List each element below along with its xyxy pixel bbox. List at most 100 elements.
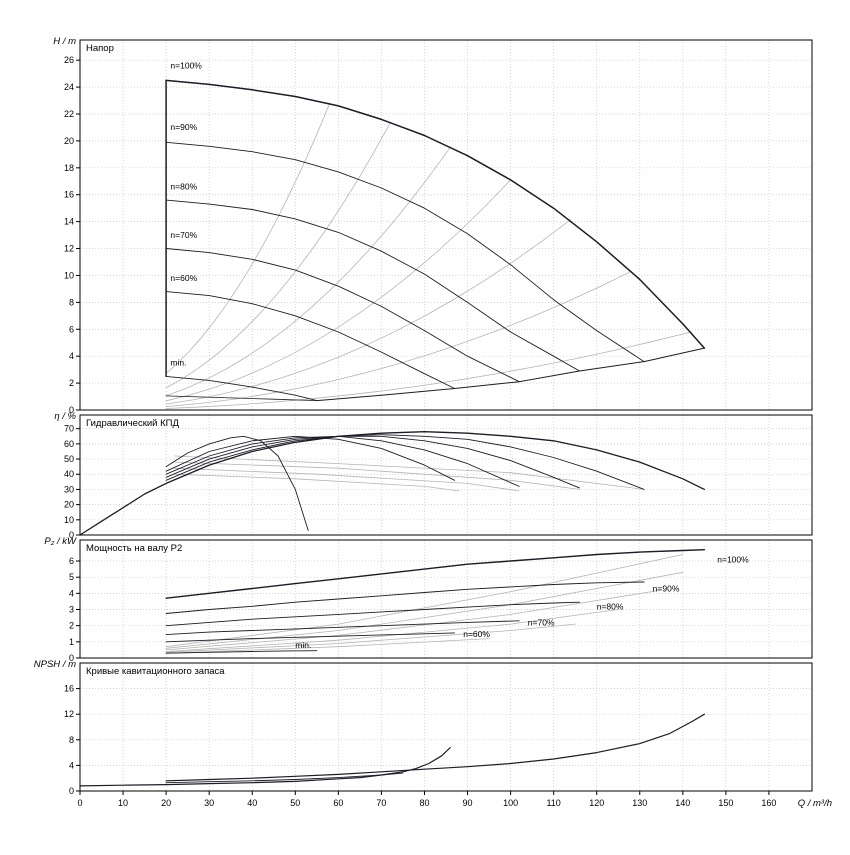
speed-label: n=100% <box>717 555 749 565</box>
x-tick-label: 10 <box>118 798 128 808</box>
y-tick-label: 60 <box>64 439 74 449</box>
y-tick-label: 5 <box>69 572 74 582</box>
y-axis-label: H / m <box>53 36 76 47</box>
curve <box>165 435 520 487</box>
curve <box>165 435 309 531</box>
y-tick-label: 12 <box>64 709 74 719</box>
x-tick-label: 120 <box>589 798 604 808</box>
y-axis-label: NPSH / m <box>34 659 76 670</box>
curve <box>165 609 619 652</box>
speed-label: n=100% <box>170 60 202 70</box>
y-tick-label: 26 <box>64 55 74 65</box>
curve <box>174 473 460 492</box>
y-tick-label: 2 <box>69 621 74 631</box>
y-tick-label: 4 <box>69 588 74 598</box>
curve <box>165 395 318 402</box>
y-tick-label: 8 <box>69 735 74 745</box>
curve <box>165 571 684 649</box>
y-tick-label: 0 <box>69 653 74 663</box>
x-tick-label: 30 <box>204 798 214 808</box>
curve <box>79 746 451 787</box>
panel-border <box>79 39 813 411</box>
panel-border <box>79 662 813 792</box>
x-tick-label: 160 <box>761 798 776 808</box>
speed-label: n=60% <box>170 273 197 283</box>
y-tick-label: 2 <box>69 378 74 388</box>
y-tick-label: 30 <box>64 484 74 494</box>
y-tick-label: 10 <box>64 270 74 280</box>
panel-title: Напор <box>86 43 114 54</box>
curve <box>165 620 520 636</box>
curve <box>165 199 580 372</box>
curve <box>174 461 580 490</box>
speed-label: n=80% <box>170 181 197 191</box>
curve <box>165 772 404 784</box>
curve <box>79 431 706 536</box>
curve <box>165 146 451 397</box>
curve <box>165 623 576 653</box>
panel-border <box>79 539 813 659</box>
y-tick-label: 24 <box>64 82 74 92</box>
panel-title: Мощность на валу P2 <box>86 543 182 554</box>
panel-npsh: 0 4 8 12 16 NPSH / m Кривые кавитационного зап… <box>34 659 813 796</box>
panel-title: Гидравлический КПД <box>86 418 179 429</box>
y-tick-label: 40 <box>64 469 74 479</box>
y-tick-label: 0 <box>69 786 74 796</box>
x-tick-label: 40 <box>247 798 257 808</box>
y-tick-label: 4 <box>69 351 74 361</box>
y-tick-label: 3 <box>69 605 74 615</box>
curve <box>165 601 580 627</box>
y-tick-label: 0 <box>69 530 74 540</box>
curve <box>165 713 706 782</box>
curve <box>165 218 572 405</box>
curve <box>165 291 456 389</box>
y-axis-label: η / % <box>54 411 76 422</box>
curve <box>174 467 520 492</box>
y-tick-label: 6 <box>69 324 74 334</box>
curve <box>165 122 391 389</box>
y-tick-label: 20 <box>64 136 74 146</box>
speed-label: n=90% <box>170 122 197 132</box>
speed-label: min. <box>170 358 186 368</box>
curve <box>165 375 318 402</box>
x-tick-label: 130 <box>632 798 647 808</box>
curve <box>165 632 456 643</box>
x-tick-label: 20 <box>161 798 171 808</box>
y-tick-label: 10 <box>64 515 74 525</box>
y-axis-label: P₂ / kW <box>44 536 77 547</box>
curve <box>165 638 490 654</box>
curve <box>165 435 456 481</box>
speed-label: n=90% <box>653 584 680 594</box>
x-tick-label: 50 <box>290 798 300 808</box>
y-tick-label: 18 <box>64 163 74 173</box>
x-axis-label: Q / m³/h <box>798 798 832 809</box>
y-tick-label: 50 <box>64 454 74 464</box>
curve <box>165 331 692 409</box>
curve <box>165 549 706 599</box>
y-tick-label: 16 <box>64 190 74 200</box>
y-tick-label: 6 <box>69 556 74 566</box>
y-tick-label: 16 <box>64 684 74 694</box>
speed-label: min. <box>295 640 311 650</box>
speed-label: n=70% <box>528 618 555 628</box>
curve <box>165 435 580 489</box>
curve <box>165 650 318 654</box>
curve <box>165 270 632 408</box>
x-tick-label: 150 <box>718 798 733 808</box>
curve <box>165 248 520 383</box>
curve <box>165 589 662 651</box>
y-tick-label: 4 <box>69 760 74 770</box>
y-tick-label: 1 <box>69 637 74 647</box>
speed-label: n=70% <box>170 230 197 240</box>
curve <box>165 102 331 374</box>
panel-efficiency: 0 10 20 30 40 50 60 70 η / % Гидравлический КПД <box>54 411 813 540</box>
speed-label: n=60% <box>463 629 490 639</box>
curve <box>165 79 706 349</box>
curve <box>165 554 684 648</box>
curve <box>165 141 645 363</box>
speed-label: n=80% <box>597 602 624 612</box>
panel-border <box>79 414 813 536</box>
